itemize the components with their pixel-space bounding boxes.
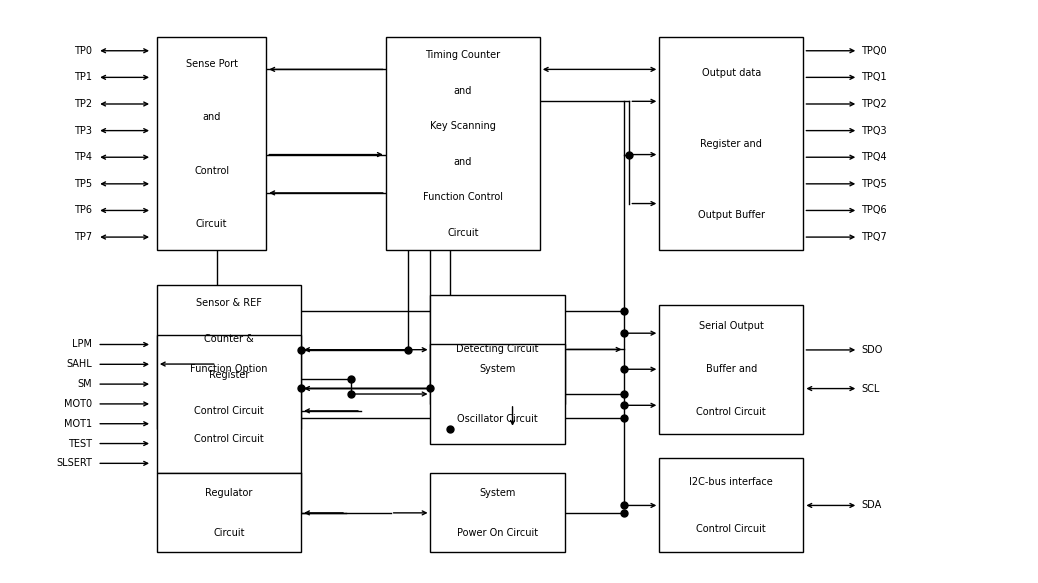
Text: TPQ3: TPQ3 bbox=[862, 125, 886, 136]
Text: Register and: Register and bbox=[701, 139, 762, 149]
Text: Circuit: Circuit bbox=[447, 227, 479, 238]
Text: Sensor & REF: Sensor & REF bbox=[196, 298, 262, 308]
Text: Control Circuit: Control Circuit bbox=[696, 524, 766, 534]
Text: TEST: TEST bbox=[69, 438, 92, 448]
Text: TP6: TP6 bbox=[75, 205, 92, 216]
Text: Function Option: Function Option bbox=[190, 364, 268, 374]
Text: TPQ1: TPQ1 bbox=[862, 72, 886, 82]
Text: Counter &: Counter & bbox=[204, 334, 254, 344]
Text: Output Buffer: Output Buffer bbox=[698, 210, 765, 220]
Text: TP3: TP3 bbox=[75, 125, 92, 136]
Text: Function Control: Function Control bbox=[422, 192, 502, 202]
Text: Control Circuit: Control Circuit bbox=[194, 406, 264, 416]
Text: Buffer and: Buffer and bbox=[706, 364, 757, 374]
Text: and: and bbox=[202, 113, 221, 122]
Text: Serial Output: Serial Output bbox=[699, 321, 764, 331]
Text: and: and bbox=[454, 157, 472, 167]
Text: Key Scanning: Key Scanning bbox=[430, 121, 496, 131]
Text: Power On Circuit: Power On Circuit bbox=[457, 528, 538, 538]
Bar bbox=[157, 335, 301, 473]
Bar bbox=[386, 37, 540, 250]
Text: TPQ0: TPQ0 bbox=[862, 45, 886, 56]
Bar bbox=[157, 473, 301, 553]
Text: MOT0: MOT0 bbox=[64, 399, 92, 409]
Bar bbox=[659, 37, 803, 250]
Text: SLSERT: SLSERT bbox=[56, 458, 92, 468]
Text: Control: Control bbox=[194, 166, 229, 175]
Text: MOT1: MOT1 bbox=[64, 419, 92, 429]
Text: TP4: TP4 bbox=[75, 152, 92, 162]
Bar bbox=[431, 473, 565, 553]
Bar bbox=[431, 295, 565, 404]
Text: LPM: LPM bbox=[73, 339, 92, 349]
Bar bbox=[157, 37, 267, 250]
Text: Register: Register bbox=[209, 370, 249, 380]
Bar bbox=[659, 458, 803, 553]
Text: TP2: TP2 bbox=[74, 99, 92, 109]
Text: SDA: SDA bbox=[862, 500, 881, 511]
Text: System: System bbox=[480, 488, 516, 498]
Text: TP7: TP7 bbox=[74, 232, 92, 242]
Text: and: and bbox=[454, 86, 472, 96]
Text: SAHL: SAHL bbox=[66, 359, 92, 369]
Text: TPQ4: TPQ4 bbox=[862, 152, 886, 162]
Text: SCL: SCL bbox=[862, 384, 879, 394]
Text: TP5: TP5 bbox=[74, 179, 92, 189]
Text: Control Circuit: Control Circuit bbox=[696, 407, 766, 417]
Text: Circuit: Circuit bbox=[214, 528, 245, 538]
Text: TPQ2: TPQ2 bbox=[862, 99, 886, 109]
Text: Detecting Circuit: Detecting Circuit bbox=[457, 345, 539, 354]
Text: TP0: TP0 bbox=[75, 45, 92, 56]
Text: Oscillator Circuit: Oscillator Circuit bbox=[458, 414, 538, 424]
Text: Timing Counter: Timing Counter bbox=[426, 50, 500, 60]
Text: TPQ5: TPQ5 bbox=[862, 179, 886, 189]
Text: Regulator: Regulator bbox=[206, 488, 252, 498]
Text: TPQ6: TPQ6 bbox=[862, 205, 886, 216]
Text: Output data: Output data bbox=[702, 68, 761, 78]
Bar bbox=[659, 305, 803, 434]
Text: SM: SM bbox=[78, 379, 92, 389]
Text: Circuit: Circuit bbox=[196, 219, 227, 229]
Text: TPQ7: TPQ7 bbox=[862, 232, 886, 242]
Text: System: System bbox=[480, 364, 516, 374]
Bar bbox=[157, 285, 301, 429]
Text: I2C-bus interface: I2C-bus interface bbox=[689, 477, 773, 487]
Text: TP1: TP1 bbox=[75, 72, 92, 82]
Bar bbox=[431, 345, 565, 444]
Text: Control Circuit: Control Circuit bbox=[194, 434, 264, 444]
Text: SDO: SDO bbox=[862, 345, 882, 355]
Text: Sense Port: Sense Port bbox=[186, 59, 238, 69]
